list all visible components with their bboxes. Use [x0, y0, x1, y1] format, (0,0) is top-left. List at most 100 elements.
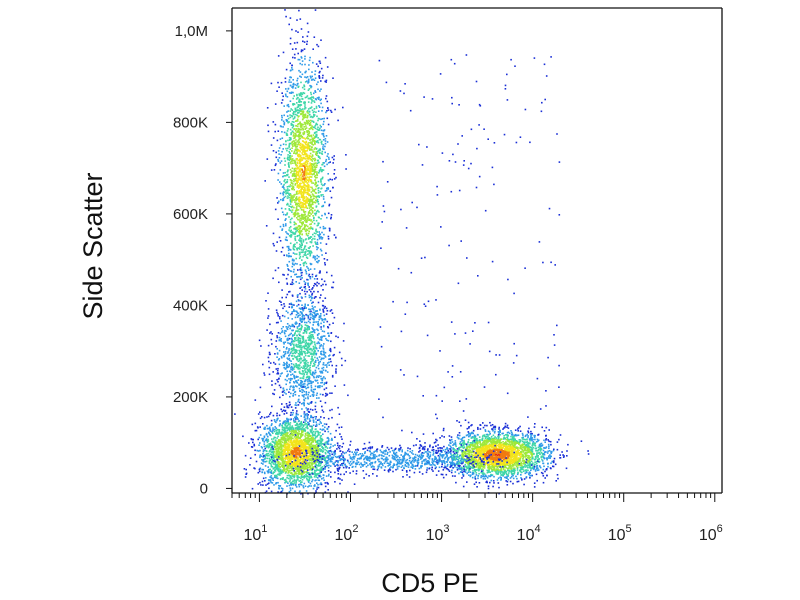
- scatter-point: [293, 460, 296, 462]
- scatter-point: [304, 305, 306, 307]
- scatter-point: [299, 441, 301, 444]
- scatter-point: [318, 118, 321, 120]
- scatter-point: [316, 224, 319, 227]
- scatter-point: [310, 159, 313, 161]
- scatter-point: [313, 222, 316, 225]
- scatter-point: [300, 179, 302, 182]
- scatter-point: [304, 368, 307, 370]
- scatter-point: [298, 387, 301, 390]
- scatter-point: [314, 437, 316, 440]
- scatter-point: [323, 117, 325, 120]
- scatter-point: [323, 357, 325, 360]
- scatter-point: [289, 200, 292, 202]
- scatter-point: [308, 449, 311, 452]
- scatter-point: [303, 421, 305, 423]
- scatter-point: [303, 394, 306, 396]
- scatter-point: [298, 342, 300, 344]
- scatter-point: [332, 322, 334, 324]
- scatter-point: [291, 48, 294, 50]
- scatter-point: [310, 203, 313, 206]
- scatter-point: [317, 140, 319, 142]
- scatter-point: [294, 201, 296, 203]
- scatter-point: [307, 214, 310, 216]
- scatter-point: [330, 340, 332, 343]
- scatter-point: [324, 401, 327, 404]
- scatter-point: [268, 427, 271, 430]
- scatter-point: [304, 63, 306, 66]
- scatter-point: [297, 174, 299, 177]
- scatter-point: [321, 353, 323, 356]
- scatter-point: [292, 347, 294, 350]
- scatter-point: [303, 356, 305, 358]
- scatter-point: [313, 341, 316, 344]
- scatter-point: [323, 335, 326, 337]
- scatter-point: [314, 77, 317, 79]
- scatter-point: [289, 218, 292, 221]
- scatter-point: [269, 428, 272, 431]
- scatter-point: [331, 178, 333, 181]
- scatter-point: [302, 249, 304, 251]
- scatter-point: [334, 455, 337, 458]
- scatter-point: [293, 152, 295, 154]
- scatter-point: [284, 472, 287, 474]
- scatter-point: [326, 110, 328, 112]
- scatter-point: [309, 241, 312, 243]
- scatter-point: [299, 314, 301, 316]
- scatter-point: [296, 470, 298, 473]
- scatter-point: [285, 422, 288, 425]
- scatter-point: [297, 218, 299, 221]
- scatter-point: [315, 133, 318, 136]
- scatter-point: [296, 322, 298, 325]
- scatter-point: [305, 224, 308, 227]
- scatter-point: [280, 102, 283, 104]
- scatter-point: [317, 200, 319, 203]
- scatter-point: [293, 479, 296, 481]
- scatter-point: [291, 205, 294, 208]
- scatter-point: [287, 163, 290, 165]
- scatter-point: [305, 76, 308, 79]
- scatter-point: [320, 141, 323, 144]
- scatter-point: [298, 191, 301, 193]
- scatter-point: [309, 321, 311, 324]
- scatter-point: [307, 114, 309, 117]
- scatter-point: [299, 319, 302, 322]
- scatter-point: [266, 416, 268, 418]
- scatter-point: [279, 144, 282, 147]
- scatter-point: [294, 337, 296, 340]
- scatter-point: [308, 193, 311, 195]
- scatter-point: [314, 140, 316, 143]
- scatter-point: [321, 254, 323, 256]
- scatter-point: [308, 403, 310, 405]
- scatter-point: [293, 168, 296, 171]
- scatter-point: [295, 310, 298, 313]
- scatter-point: [291, 67, 293, 69]
- scatter-point: [313, 450, 315, 453]
- scatter-point: [327, 326, 329, 328]
- scatter-point: [293, 144, 296, 147]
- scatter-point: [304, 202, 307, 205]
- scatter-point: [323, 376, 325, 378]
- scatter-point: [286, 174, 289, 177]
- scatter-point: [290, 197, 293, 200]
- scatter-point: [314, 446, 317, 448]
- scatter-point: [294, 239, 297, 242]
- scatter-point: [319, 90, 321, 92]
- scatter-point: [280, 490, 283, 493]
- scatter-point: [317, 65, 319, 68]
- scatter-point: [283, 351, 285, 353]
- scatter-point: [311, 314, 313, 316]
- scatter-point: [296, 316, 299, 318]
- scatter-point: [249, 457, 252, 459]
- scatter-point: [304, 107, 307, 109]
- scatter-point: [302, 217, 305, 219]
- scatter-point: [306, 364, 309, 366]
- scatter-point: [321, 439, 324, 442]
- scatter-point: [307, 380, 309, 383]
- scatter-point: [328, 358, 330, 361]
- scatter-point: [333, 158, 335, 161]
- scatter-point: [320, 326, 322, 328]
- scatter-point: [309, 318, 311, 321]
- scatter-point: [298, 128, 300, 131]
- scatter-point: [334, 453, 337, 455]
- scatter-point: [316, 171, 318, 173]
